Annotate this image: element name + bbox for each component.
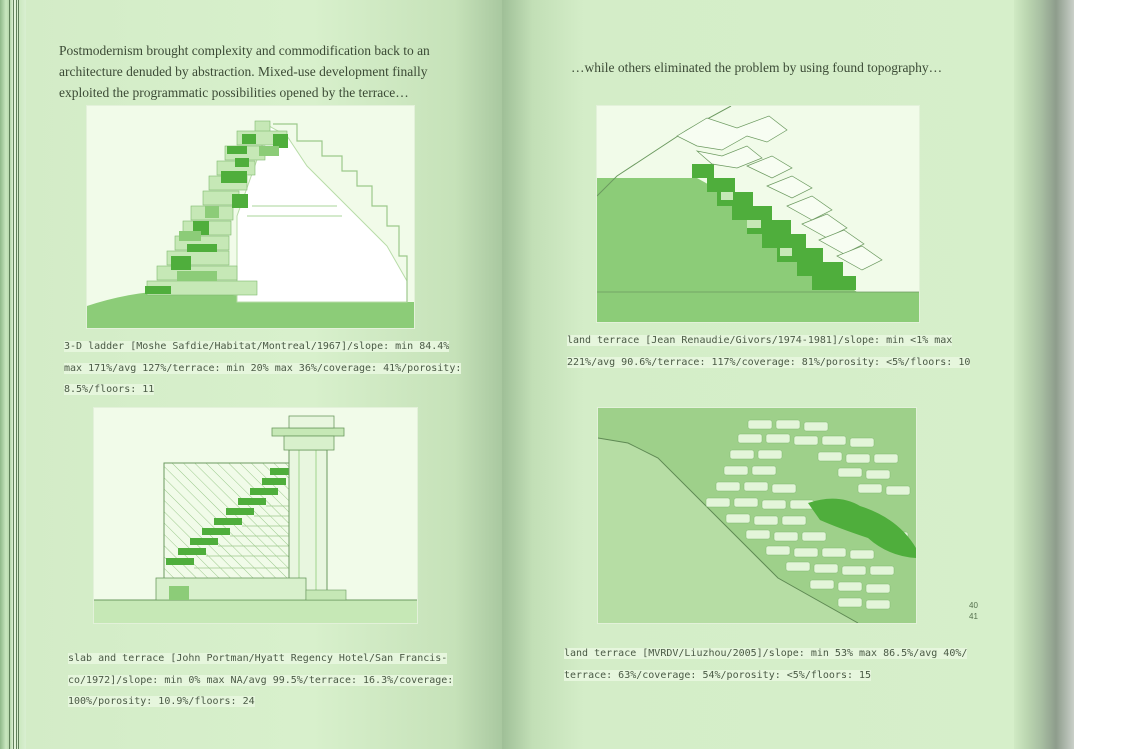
caption-line: co/1972]/slope: min 0% max NA/avg 99.5%/…: [68, 674, 454, 686]
hyatt-regency-section-figure: [93, 407, 418, 624]
habitat-section-figure: [86, 105, 415, 329]
caption-line: 8.5%/floors: 11: [64, 384, 155, 395]
caption-line: 3-D ladder [Moshe Safdie/Habitat/Montrea…: [64, 341, 450, 352]
givors-terrace-figure: [596, 105, 920, 323]
caption-line: 100%/porosity: 10.9%/floors: 24: [68, 696, 255, 707]
liuzhou-caption: land terrace [MVRDV/Liuzhou/2005]/slope:…: [564, 643, 968, 686]
caption-line: terrace: 63%/coverage: 54%/porosity: <5%…: [564, 669, 872, 681]
caption-line: land terrace [MVRDV/Liuzhou/2005]/slope:…: [564, 648, 968, 659]
caption-line: land terrace [Jean Renaudie/Givors/1974-…: [567, 335, 953, 346]
liuzhou-terrace-figure: [597, 407, 917, 624]
right-page-edges: [1014, 0, 1074, 749]
left-page-heading: Postmodernism brought complexity and com…: [59, 40, 430, 103]
heading-line: architecture denuded by abstraction. Mix…: [59, 64, 428, 79]
left-page-edges: [0, 0, 26, 749]
caption-line: slab and terrace [John Portman/Hyatt Reg…: [68, 653, 448, 664]
page-number-left: 40: [969, 601, 978, 610]
givors-caption: land terrace [Jean Renaudie/Givors/1974-…: [567, 330, 971, 373]
caption-line: 221%/avg 90.6%/terrace: 117%/coverage: 8…: [567, 356, 971, 368]
page-numbers: 40 41: [969, 600, 978, 622]
habitat-caption: 3-D ladder [Moshe Safdie/Habitat/Montrea…: [64, 336, 462, 401]
page-number-right: 41: [969, 612, 978, 621]
heading-line: Postmodernism brought complexity and com…: [59, 43, 430, 58]
hyatt-caption: slab and terrace [John Portman/Hyatt Reg…: [68, 648, 454, 713]
right-page-heading: …while others eliminated the problem by …: [571, 60, 943, 75]
heading-line: exploited the programmatic possibilities…: [59, 85, 409, 100]
scan-background: [1074, 0, 1142, 749]
caption-line: max 171%/avg 127%/terrace: min 20% max 3…: [64, 362, 462, 374]
